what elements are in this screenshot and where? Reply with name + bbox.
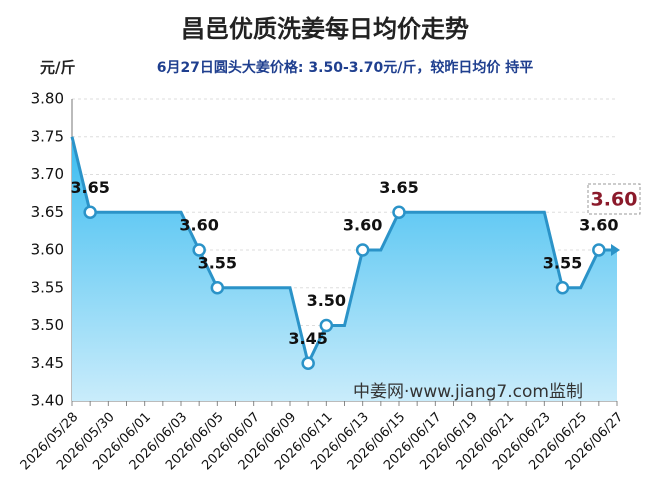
value-label: 3.65 (70, 178, 109, 197)
y-unit: 元/斤 (40, 59, 75, 77)
y-tick-label: 3.40 (31, 392, 64, 410)
marker (210, 281, 225, 295)
chart-title: 昌邑优质洗姜每日均价走势 (181, 15, 469, 43)
y-tick-label: 3.70 (31, 165, 64, 183)
y-tick-label: 3.55 (31, 278, 64, 296)
marker (301, 356, 315, 370)
last-value-label: 3.60 (591, 189, 638, 211)
value-label: 3.65 (379, 178, 418, 197)
plot: 3.403.453.503.553.603.653.703.753.802026… (18, 90, 641, 473)
subtitle: 6月27日圆头大姜价格: 3.50-3.70元/斤，较昨日均价 持平 (157, 59, 534, 76)
area (72, 136, 617, 401)
line (70, 136, 617, 368)
y-tick-label: 3.80 (31, 90, 64, 108)
watermark: 中姜网·www.jiang7.com监制 (353, 382, 583, 402)
y-tick-label: 3.60 (31, 241, 64, 259)
value-label: 3.45 (288, 329, 327, 348)
end-arrow (611, 244, 620, 256)
y-tick-label: 3.75 (31, 127, 64, 145)
value-label: 3.60 (343, 216, 382, 235)
value-label: 3.50 (307, 291, 346, 310)
y-tick-label: 3.50 (31, 316, 64, 334)
marker (83, 205, 97, 219)
value-label: 3.55 (198, 253, 237, 272)
marker (355, 243, 370, 257)
value-label: 3.60 (579, 216, 618, 235)
y-tick-label: 3.45 (31, 354, 64, 372)
last-value-box (587, 183, 641, 215)
value-label: 3.60 (179, 216, 218, 235)
marker (319, 318, 334, 333)
y-tick-label: 3.65 (31, 203, 64, 221)
marker (192, 243, 206, 257)
marker (555, 281, 570, 295)
value-label: 3.55 (543, 253, 582, 272)
marker (392, 205, 406, 219)
marker (592, 243, 606, 257)
